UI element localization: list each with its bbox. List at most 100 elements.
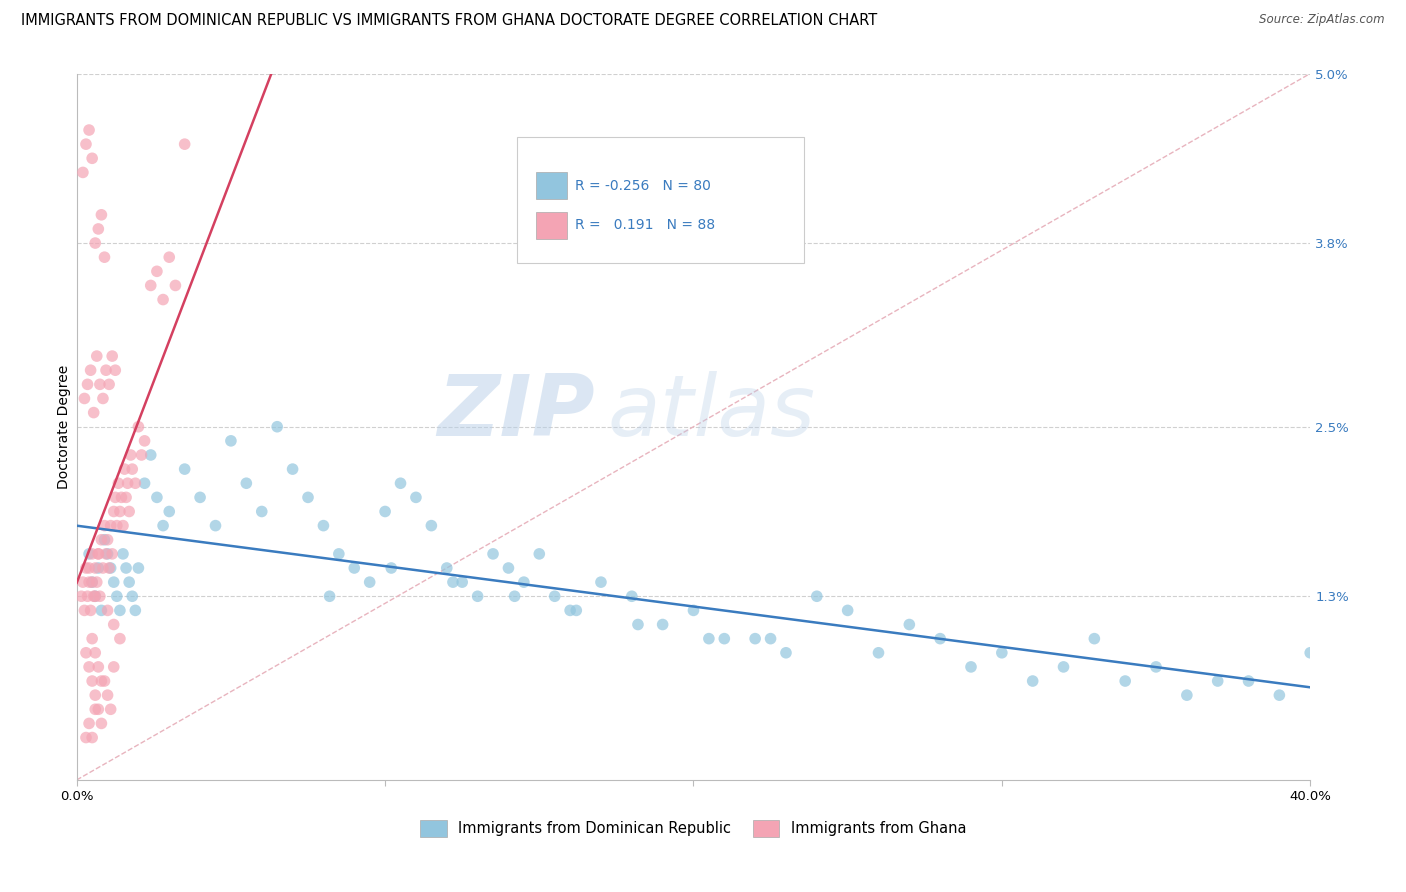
Point — [620, 589, 643, 603]
Point — [87, 547, 110, 561]
Point — [139, 278, 162, 293]
Point — [651, 617, 673, 632]
Point — [84, 702, 107, 716]
Point — [682, 603, 704, 617]
Point — [117, 476, 139, 491]
Point — [100, 518, 122, 533]
Point — [297, 491, 319, 505]
Point — [713, 632, 735, 646]
Point — [82, 632, 104, 646]
Point — [108, 504, 131, 518]
Point — [498, 561, 520, 575]
Point — [90, 673, 112, 688]
Point — [76, 589, 98, 603]
Point — [84, 688, 107, 702]
Point — [558, 603, 581, 617]
Point — [73, 603, 96, 617]
Point — [1083, 632, 1105, 646]
Point — [173, 462, 195, 476]
Point — [82, 673, 104, 688]
Point — [89, 377, 111, 392]
Point — [87, 222, 110, 236]
Point — [98, 377, 121, 392]
Point — [467, 589, 489, 603]
Point — [100, 702, 122, 716]
Point — [86, 575, 108, 590]
Point — [82, 731, 104, 745]
Point — [744, 632, 766, 646]
Point — [107, 476, 129, 491]
Point — [806, 589, 828, 603]
Point — [124, 603, 146, 617]
Point — [328, 547, 350, 561]
Point — [165, 278, 187, 293]
Point — [77, 575, 100, 590]
Text: atlas: atlas — [607, 371, 815, 454]
Point — [103, 660, 125, 674]
Point — [131, 448, 153, 462]
Point — [76, 377, 98, 392]
Point — [93, 518, 115, 533]
Point — [451, 575, 474, 590]
Point — [98, 561, 121, 575]
Point — [627, 617, 650, 632]
Point — [204, 518, 226, 533]
Point — [83, 406, 105, 420]
Point — [1052, 660, 1074, 674]
Point — [513, 575, 536, 590]
Text: ZIP: ZIP — [437, 371, 595, 454]
Point — [101, 349, 124, 363]
Point — [77, 716, 100, 731]
Point — [108, 603, 131, 617]
Point — [250, 504, 273, 518]
Point — [87, 547, 110, 561]
Point — [84, 589, 107, 603]
Point — [529, 547, 551, 561]
Point — [87, 702, 110, 716]
Point — [389, 476, 412, 491]
Point — [91, 561, 114, 575]
Point — [482, 547, 505, 561]
Point — [152, 293, 174, 307]
Point — [503, 589, 526, 603]
Point — [79, 363, 101, 377]
Point — [90, 208, 112, 222]
Point — [105, 589, 128, 603]
Point — [84, 235, 107, 250]
Point — [111, 518, 134, 533]
Point — [343, 561, 366, 575]
Point — [134, 434, 156, 448]
Point — [775, 646, 797, 660]
Point — [837, 603, 859, 617]
Point — [898, 617, 921, 632]
Point — [114, 462, 136, 476]
Point — [97, 533, 120, 547]
Point — [139, 448, 162, 462]
Point — [87, 561, 110, 575]
Point — [157, 504, 180, 518]
Point — [1144, 660, 1167, 674]
Point — [121, 462, 143, 476]
Point — [105, 518, 128, 533]
Point — [82, 547, 104, 561]
Point — [991, 646, 1014, 660]
Point — [84, 561, 107, 575]
Point — [235, 476, 257, 491]
Point — [94, 547, 117, 561]
Point — [97, 688, 120, 702]
Point — [82, 575, 104, 590]
Point — [127, 561, 149, 575]
Point — [146, 491, 169, 505]
Point — [90, 603, 112, 617]
Point — [84, 589, 107, 603]
Point — [127, 419, 149, 434]
Point — [266, 419, 288, 434]
Point — [380, 561, 402, 575]
Point — [405, 491, 427, 505]
Point — [84, 646, 107, 660]
Point — [75, 561, 97, 575]
Point — [103, 575, 125, 590]
Point — [79, 603, 101, 617]
Point — [1237, 673, 1260, 688]
Point — [90, 716, 112, 731]
